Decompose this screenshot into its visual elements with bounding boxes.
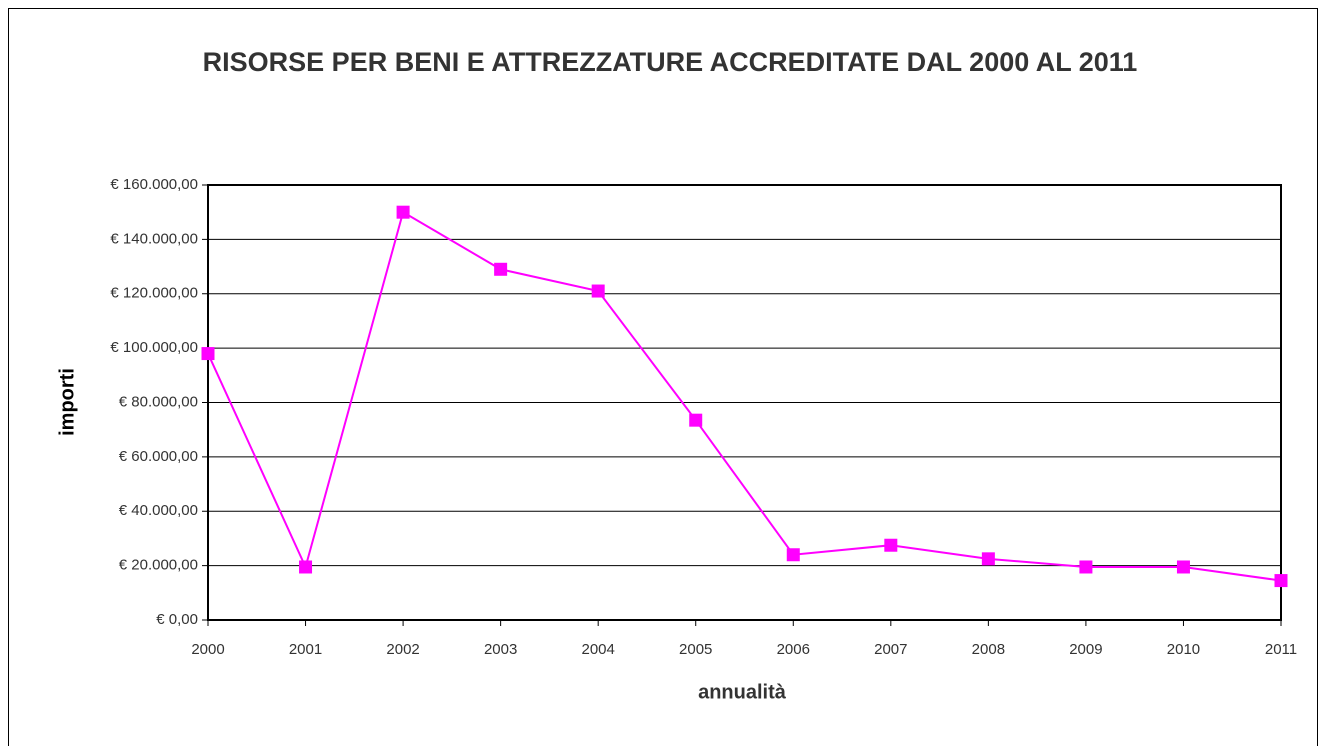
x-tick-label: 2007 [874,641,907,658]
chart-title: RISORSE PER BENI E ATTREZZATURE ACCREDIT… [202,47,1138,77]
y-tick-label: € 100.000,00 [110,339,198,356]
x-tick-label: 2006 [777,641,810,658]
y-axis-label: importi [56,368,78,436]
x-tick-label: 2004 [581,641,614,658]
marker [396,205,410,219]
marker [786,548,800,562]
marker [201,347,215,361]
marker [1176,560,1190,574]
plot-border [207,184,1282,621]
x-tick-label: 2010 [1167,641,1200,658]
x-axis-label: annualità [698,681,787,703]
y-tick-label: € 160.000,00 [110,176,198,193]
marker [591,284,605,298]
line [207,210,1282,582]
x-tick-label: 2005 [679,641,712,658]
marker [884,538,898,552]
x-tick-label: 2000 [191,641,224,658]
chart-border [8,8,1318,746]
y-tick-label: € 80.000,00 [119,393,198,410]
y-tick-label: € 60.000,00 [119,448,198,465]
x-tick-label: 2008 [972,641,1005,658]
y-tick-label: € 120.000,00 [110,285,198,302]
x-tick-label: 2001 [289,641,322,658]
y-tick-label: € 0,00 [156,611,198,628]
marker [494,262,508,276]
marker [1274,574,1288,588]
marker [299,560,313,574]
x-tick-label: 2011 [1265,641,1297,658]
y-tick-label: € 40.000,00 [119,502,198,519]
marker [1079,560,1093,574]
x-tick-label: 2009 [1069,641,1102,658]
x-tick-label: 2002 [386,641,419,658]
marker [981,552,995,566]
y-tick-label: € 20.000,00 [119,557,198,574]
marker [689,413,703,427]
y-tick-label: € 140.000,00 [110,230,198,247]
x-tick-label: 2003 [484,641,517,658]
